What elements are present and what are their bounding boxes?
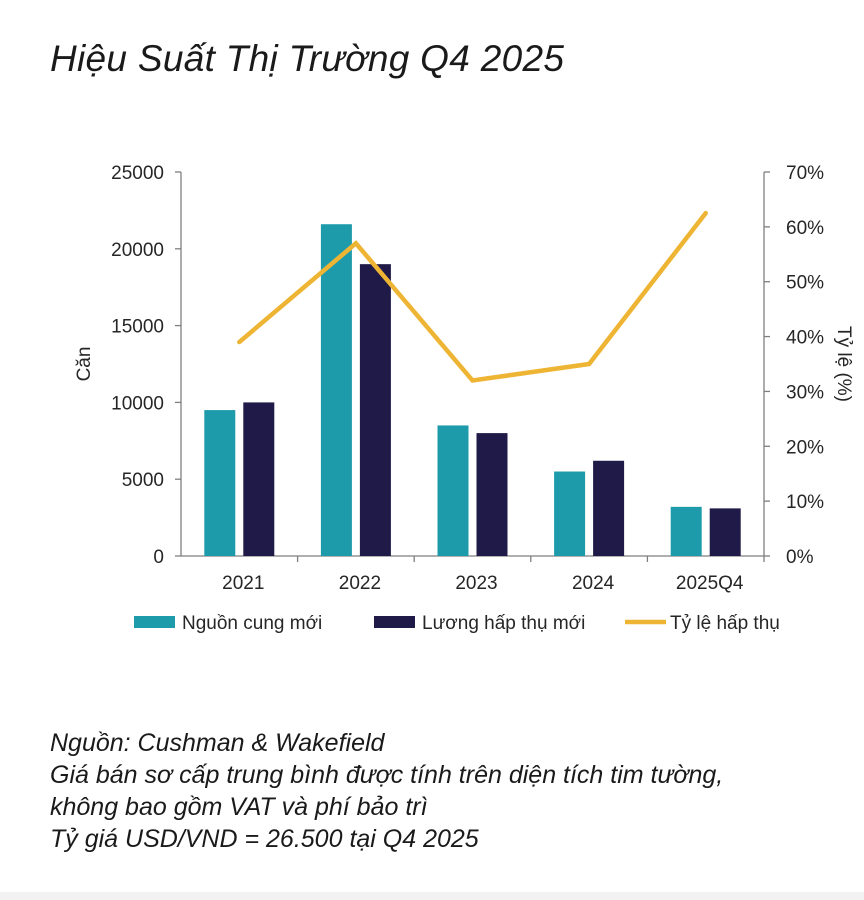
- chart-axes: [175, 171, 770, 562]
- source-note: Nguồn: Cushman & Wakefield: [50, 729, 385, 757]
- exchange-rate-note: Tỷ giá USD/VND = 26.500 tại Q4 2025: [50, 825, 479, 853]
- right-tick-label: 10%: [786, 492, 824, 513]
- x-tick-label: 2023: [455, 573, 497, 594]
- right-tick-label: 20%: [786, 437, 824, 458]
- bar-absorption: [476, 433, 508, 556]
- bar-supply: [670, 506, 702, 556]
- bar-supply: [554, 471, 586, 556]
- bar-absorption: [709, 508, 741, 556]
- right-tick-label: 30%: [786, 382, 824, 403]
- left-axis-title: Căn: [74, 347, 95, 382]
- bar-supply: [320, 224, 352, 556]
- left-tick-label: 20000: [111, 240, 164, 261]
- bottom-strip: [0, 892, 864, 900]
- combo-chart: 0 5000 10000 15000 20000 25000 0% 10% 20% 30% 40% 5…: [74, 163, 854, 634]
- absorption-rate-line: [237, 210, 708, 383]
- right-tick-label: 0%: [786, 547, 814, 568]
- right-tick-label: 60%: [786, 218, 824, 239]
- legend-label: Lương hấp thụ mới: [422, 613, 585, 634]
- price-note: Giá bán sơ cấp trung bình được tính trên…: [50, 761, 724, 789]
- bar-absorption: [359, 264, 391, 556]
- bar-absorption: [243, 402, 275, 556]
- right-tick-label: 50%: [786, 273, 824, 294]
- legend-swatch-bar: [134, 616, 175, 628]
- right-tick-label: 40%: [786, 328, 824, 349]
- left-tick-label: 25000: [111, 163, 164, 184]
- legend-label: Nguồn cung mới: [182, 613, 322, 634]
- chart-legend: Nguồn cung mới Lương hấp thụ mới Tỷ lệ hấp…: [134, 613, 780, 634]
- bar-absorption: [593, 460, 625, 556]
- x-tick-label: 2021: [222, 573, 264, 594]
- left-tick-label: 10000: [111, 393, 164, 414]
- bar-supply: [204, 410, 236, 556]
- x-tick-label: 2024: [572, 573, 615, 594]
- chart-line: [237, 210, 708, 383]
- left-tick-label: 5000: [122, 470, 164, 491]
- x-tick-label: 2022: [339, 573, 381, 594]
- exclusion-note: không bao gồm VAT và phí bảo trì: [50, 793, 428, 821]
- legend-swatch-bar: [374, 616, 415, 628]
- right-axis-title: Tỷ lệ (%): [833, 326, 854, 402]
- left-tick-label: 0: [153, 547, 164, 568]
- chart-footer: Nguồn: Cushman & Wakefield Giá bán sơ cấ…: [50, 727, 723, 855]
- chart-bars: [204, 224, 741, 556]
- left-tick-label: 15000: [111, 317, 164, 338]
- legend-label: Tỷ lệ hấp thụ: [670, 613, 780, 634]
- chart-ticks: 0 5000 10000 15000 20000 25000 0% 10% 20% 30% 40% 5…: [74, 163, 854, 594]
- x-tick-label: 2025Q4: [676, 573, 744, 594]
- chart-title: Hiệu Suất Thị Trường Q4 2025: [50, 38, 565, 79]
- bar-supply: [437, 425, 469, 556]
- right-tick-label: 70%: [786, 163, 824, 184]
